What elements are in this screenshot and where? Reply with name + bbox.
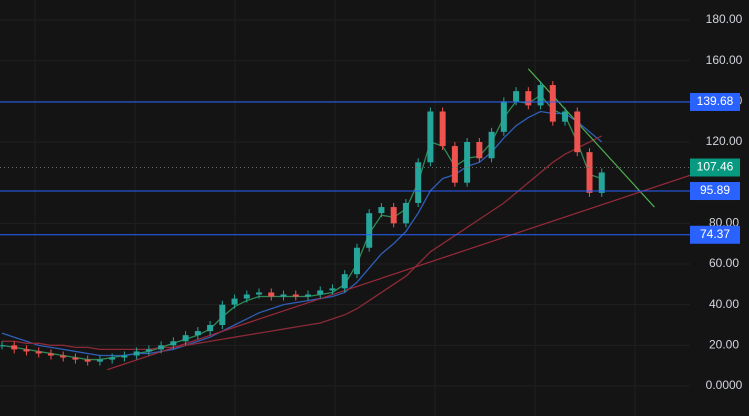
- candle-body: [598, 172, 605, 193]
- candle-body: [451, 146, 458, 183]
- candle-body: [525, 91, 532, 106]
- moving-average: [1, 110, 603, 357]
- candle-body: [402, 203, 409, 224]
- candle-body: [549, 85, 556, 122]
- y-tick-label: 20.00: [709, 338, 739, 352]
- level-label: 74.37: [700, 227, 730, 241]
- candle-body: [500, 101, 507, 132]
- candle-body: [537, 85, 544, 106]
- candle-body: [329, 288, 336, 291]
- y-tick-label: 160.00: [706, 53, 743, 67]
- candle-body: [133, 351, 140, 356]
- y-tick-label: 120.00: [706, 134, 743, 148]
- moving-average: [2, 135, 603, 351]
- candle-body: [292, 294, 299, 297]
- last-price-box: [690, 158, 740, 177]
- y-tick-label: 40.00: [709, 297, 739, 311]
- candle-body: [35, 351, 42, 354]
- candle-body: [47, 353, 54, 356]
- candle-body: [513, 91, 520, 102]
- candle-body: [219, 304, 226, 325]
- candle-body: [84, 359, 91, 362]
- candle-body: [121, 355, 128, 358]
- candle-body: [488, 131, 495, 159]
- y-tick-label: 0.0000: [706, 378, 743, 392]
- candle-body: [415, 162, 422, 203]
- trend-line: [107, 173, 693, 371]
- candle-body: [378, 207, 385, 214]
- y-tick-label: 60.00: [709, 256, 739, 270]
- candle-body: [109, 357, 116, 360]
- candle-body: [158, 345, 165, 350]
- candle-body: [427, 111, 434, 163]
- candle-body: [170, 341, 177, 346]
- candle-body: [231, 298, 238, 305]
- candle-body: [194, 331, 201, 336]
- trend-line: [527, 68, 655, 208]
- candle-body: [280, 294, 287, 297]
- candle-body: [207, 325, 214, 332]
- level-label-box: [690, 225, 740, 244]
- y-tick-label: 180.00: [706, 12, 743, 26]
- candle-body: [72, 357, 79, 360]
- candle-body: [317, 290, 324, 295]
- candle-body: [243, 294, 250, 299]
- candle-body: [574, 111, 581, 153]
- candle-body: [145, 349, 152, 352]
- candle-body: [182, 335, 189, 342]
- candle-body: [341, 274, 348, 289]
- level-label: 95.89: [700, 183, 730, 197]
- level-label-box: [690, 182, 740, 201]
- candle-body: [390, 207, 397, 224]
- candle-body: [305, 294, 311, 297]
- level-label-box: [690, 92, 740, 111]
- candle-body: [23, 349, 30, 352]
- candle-body: [96, 359, 103, 362]
- candle-body: [60, 355, 67, 358]
- candle-body: [11, 345, 18, 350]
- candle-body: [562, 111, 569, 122]
- candle-body: [268, 292, 275, 297]
- vertical-grid: [34, 0, 636, 416]
- candle-body: [353, 247, 360, 275]
- candle-body: [476, 142, 483, 159]
- candle-body: [256, 292, 263, 295]
- level-label: 139.68: [697, 94, 734, 108]
- candle-body: [464, 142, 471, 183]
- candle-body: [586, 152, 593, 193]
- candle-body: [366, 213, 373, 248]
- candle-body: [439, 111, 446, 147]
- moving-average: [1, 94, 602, 361]
- candle-body: [0, 345, 5, 347]
- last-price-label: 107.46: [697, 160, 734, 174]
